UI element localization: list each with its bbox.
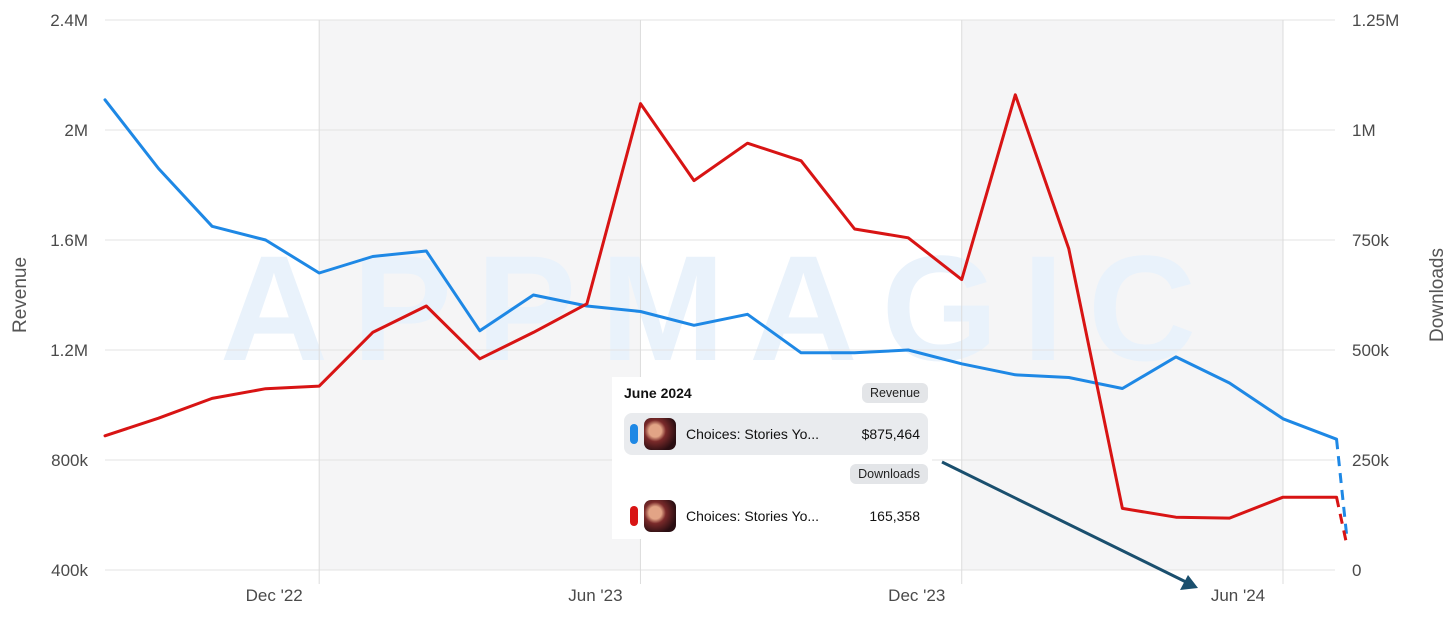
forecast-line xyxy=(1335,496,1349,544)
series-lines xyxy=(103,93,1349,544)
tooltip-row-downloads[interactable]: Choices: Stories Yo... 165,358 xyxy=(624,495,928,537)
series-line xyxy=(103,93,1338,520)
y-right-tick-label: 0 xyxy=(1352,561,1361,580)
x-tick-label: Jun '24 xyxy=(1211,586,1265,605)
tooltip: June 2024 Revenue Choices: Stories Yo...… xyxy=(612,377,932,539)
revenue-value: $875,464 xyxy=(861,426,920,442)
y-tick-label: 1.6M xyxy=(50,231,88,250)
y-right-tick-label: 1.25M xyxy=(1352,11,1399,30)
app-name: Choices: Stories Yo... xyxy=(686,426,820,442)
y-tick-label: 2.4M xyxy=(50,11,88,30)
x-tick-label: Jun '23 xyxy=(568,586,622,605)
arrow-shaft xyxy=(941,460,1187,584)
tooltip-row-revenue[interactable]: Choices: Stories Yo... $875,464 xyxy=(624,413,928,455)
series-marker xyxy=(630,506,638,526)
x-tick-label: Dec '23 xyxy=(888,586,945,605)
x-tick-label: Dec '22 xyxy=(246,586,303,605)
downloads-badge: Downloads xyxy=(850,464,928,484)
watermark: APPMAGIC xyxy=(220,224,1220,392)
shaded-band xyxy=(961,20,1283,570)
y-tick-label: 1.2M xyxy=(50,341,88,360)
revenue-badge: Revenue xyxy=(861,383,928,403)
app-icon xyxy=(644,418,676,450)
downloads-value: 165,358 xyxy=(869,508,920,524)
left-axis-title: Revenue xyxy=(10,257,31,333)
grid xyxy=(105,19,1335,571)
annotation-arrow xyxy=(941,460,1198,590)
left-axis: 400k 800k 1.2M 1.6M 2M 2.4M xyxy=(50,11,88,580)
right-axis: 0 250k 500k 750k 1M 1.25M xyxy=(1352,11,1399,580)
y-tick-label: 800k xyxy=(51,451,88,470)
shaded-bands xyxy=(319,20,1283,570)
y-right-tick-label: 500k xyxy=(1352,341,1389,360)
y-right-tick-label: 250k xyxy=(1352,451,1389,470)
right-axis-title: Downloads xyxy=(1427,248,1448,342)
tooltip-title: June 2024 xyxy=(624,385,692,401)
y-tick-label: 400k xyxy=(51,561,88,580)
series-marker xyxy=(630,424,638,444)
y-right-tick-label: 1M xyxy=(1352,121,1376,140)
arrow-head xyxy=(1180,575,1198,590)
series-line xyxy=(103,98,1338,441)
shaded-band xyxy=(319,20,641,570)
app-icon xyxy=(644,500,676,532)
y-right-tick-label: 750k xyxy=(1352,231,1389,250)
app-name: Choices: Stories Yo... xyxy=(686,508,820,524)
x-axis: Dec '22 Jun '23 Dec '23 Jun '24 xyxy=(246,586,1266,605)
y-tick-label: 2M xyxy=(64,121,88,140)
